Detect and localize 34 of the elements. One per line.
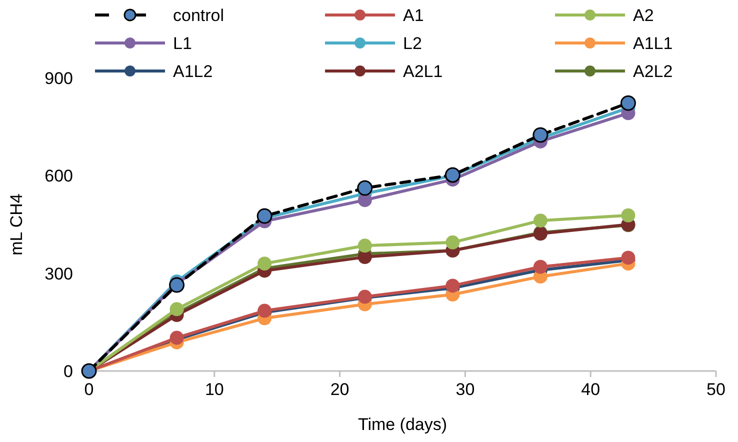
point [358, 238, 372, 253]
point [258, 256, 272, 271]
y-axis-title: mL CH4 [7, 194, 26, 256]
point [533, 260, 548, 274]
legend-label: L2 [403, 34, 422, 53]
x-tick-label: 40 [581, 380, 600, 399]
point [170, 302, 184, 316]
legend-label: A2L1 [403, 62, 443, 81]
point [446, 235, 460, 250]
point [620, 95, 636, 111]
x-tick-label: 30 [456, 380, 475, 399]
legend-label: L1 [173, 34, 192, 53]
x-tick-label: 0 [84, 380, 94, 399]
legend-label: A2 [633, 6, 654, 25]
point [621, 208, 636, 222]
legend-label: A1 [403, 6, 424, 25]
legend-label: control [173, 6, 224, 25]
point [621, 250, 636, 265]
y-tick-label: 900 [44, 69, 73, 88]
point [256, 208, 272, 224]
legend-label: A2L2 [633, 62, 673, 81]
point [532, 127, 548, 143]
x-tick-label: 20 [330, 380, 350, 399]
point [357, 180, 373, 196]
point [358, 250, 372, 264]
y-tick-label: 300 [44, 264, 73, 284]
x-axis-title: Time (days) [358, 415, 448, 434]
y-tick-label: 0 [64, 362, 73, 381]
y-tick-label: 600 [44, 166, 73, 186]
x-tick-label: 10 [204, 380, 224, 399]
legend-label: A1L2 [173, 62, 213, 81]
x-tick-label: 50 [706, 380, 726, 399]
point [533, 214, 548, 228]
legend-label: A1L1 [633, 34, 673, 53]
